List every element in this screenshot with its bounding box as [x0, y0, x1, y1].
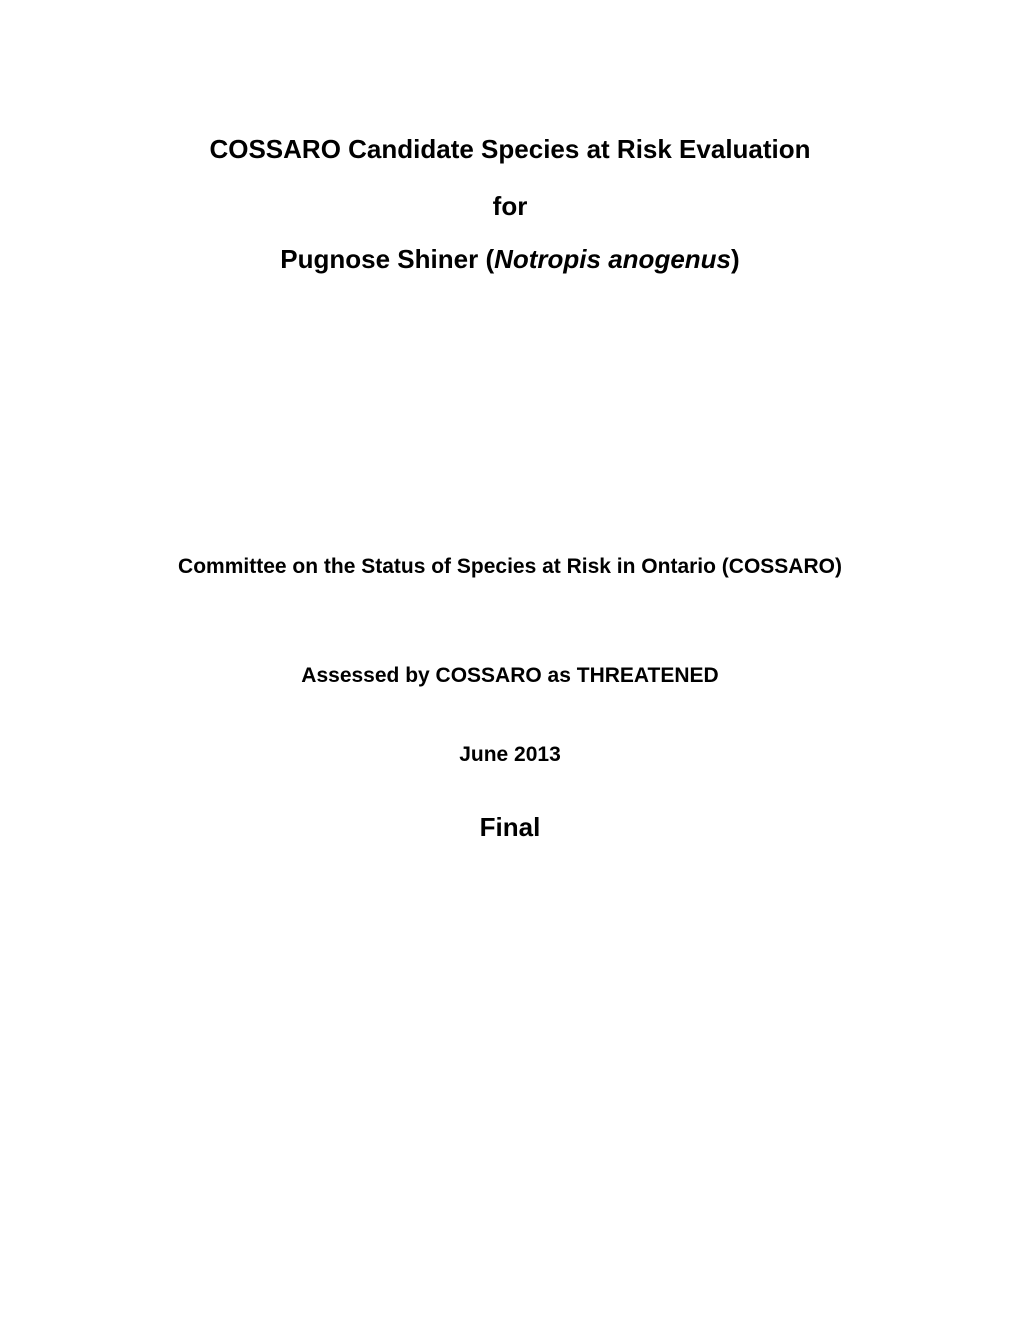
assessment-status: Assessed by COSSARO as THREATENED — [120, 664, 900, 688]
document-status: Final — [120, 812, 900, 843]
committee-name: Committee on the Status of Species at Ri… — [120, 555, 900, 579]
title-line-1: COSSARO Candidate Species at Risk Evalua… — [120, 130, 900, 169]
species-close-paren: ) — [731, 244, 740, 274]
species-common-name: Pugnose Shiner ( — [280, 244, 494, 274]
title-line-2: for — [120, 187, 900, 226]
assessment-date: June 2013 — [120, 743, 900, 767]
species-scientific-name: Notropis anogenus — [494, 244, 731, 274]
title-block: COSSARO Candidate Species at Risk Evalua… — [120, 130, 900, 275]
species-line: Pugnose Shiner (Notropis anogenus) — [120, 244, 900, 275]
